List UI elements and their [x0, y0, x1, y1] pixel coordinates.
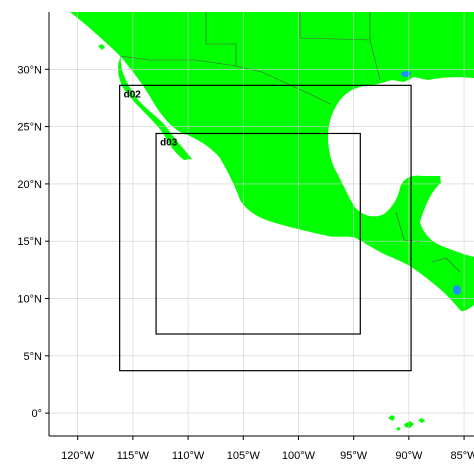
domain-label-d02: d02 — [124, 89, 142, 100]
lon-tick-label: 115°W — [117, 450, 150, 462]
lat-tick-label: 5°N — [24, 351, 43, 363]
longitude-ticks: 120°W 115°W 110°W 105°W 100°W 95°W 90°W 85°W — [61, 436, 474, 462]
lat-tick-label: 10°N — [17, 293, 42, 305]
lon-tick-label: 95°W — [340, 450, 368, 462]
central-america-border — [431, 257, 461, 273]
lakes — [401, 71, 461, 295]
island-galapagos-2 — [418, 418, 425, 423]
lat-tick-label: 0° — [31, 408, 42, 420]
lon-tick-label: 85°W — [451, 450, 474, 462]
lon-tick-label: 90°W — [395, 450, 423, 462]
domain-box-d02 — [119, 84, 412, 372]
domain-boxes: d02 d03 — [119, 84, 412, 372]
lon-tick-label: 105°W — [227, 450, 261, 462]
island-revillagigedo — [98, 44, 105, 50]
us-state-border-3 — [369, 39, 381, 81]
lake-nicaragua — [453, 285, 461, 295]
mainland-mexico-usa — [70, 12, 474, 312]
lon-tick-label: 120°W — [61, 450, 95, 462]
domain-label-d03: d03 — [160, 137, 178, 148]
lat-tick-label: 15°N — [17, 236, 42, 248]
domain-box-d03 — [155, 132, 361, 335]
lon-tick-label: 100°W — [282, 450, 316, 462]
island-guatemala-coast — [388, 415, 395, 421]
island-galapagos-3 — [396, 427, 401, 431]
lake-usa — [401, 71, 411, 77]
lat-tick-label: 30°N — [17, 64, 42, 76]
lon-tick-label: 110°W — [172, 450, 205, 462]
lat-tick-label: 20°N — [17, 179, 42, 191]
latitude-ticks: 0° 5°N 10°N 15°N 20°N 25°N 30°N — [17, 64, 49, 420]
us-state-border-2 — [299, 12, 371, 41]
lat-tick-label: 25°N — [17, 122, 42, 134]
us-state-border-1 — [205, 12, 237, 66]
